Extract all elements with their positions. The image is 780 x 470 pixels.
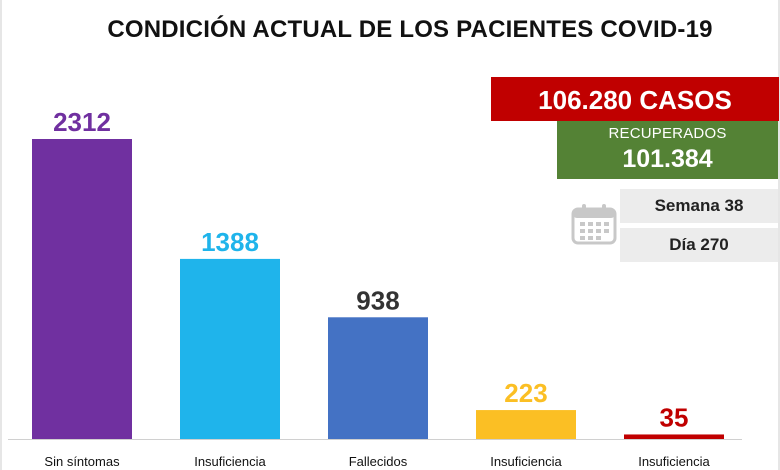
week-label: Semana 38 (620, 189, 778, 223)
value-label-2: 1388 (201, 227, 259, 257)
value-label-1: 2312 (53, 107, 111, 137)
category-label-3: Fallecidos (349, 454, 408, 469)
category-label-2: Insuficiencia (194, 454, 266, 469)
category-label-5: Insuficiencia (638, 454, 710, 469)
chart-title: CONDICIÓN ACTUAL DE LOS PACIENTES COVID-… (107, 16, 713, 43)
category-label-4: Insuficiencia (490, 454, 562, 469)
bar-1 (32, 139, 132, 439)
bar-4 (476, 410, 576, 439)
bar-5 (624, 434, 724, 439)
bar-3 (328, 317, 428, 439)
value-label-3: 938 (356, 285, 399, 315)
value-label-4: 223 (504, 378, 547, 408)
recovered-box: RECUPERADOS 101.384 (557, 121, 778, 179)
bar-2 (180, 258, 280, 439)
category-label-1: Sin síntomas (44, 454, 120, 469)
day-label: Día 270 (620, 228, 778, 262)
calendar-icon (571, 203, 617, 245)
recovered-label: RECUPERADOS (608, 125, 727, 142)
recovered-value: 101.384 (622, 145, 713, 173)
chart-baseline (8, 439, 742, 440)
total-cases-banner: 106.280 CASOS (491, 77, 779, 121)
value-label-5: 35 (660, 402, 689, 432)
